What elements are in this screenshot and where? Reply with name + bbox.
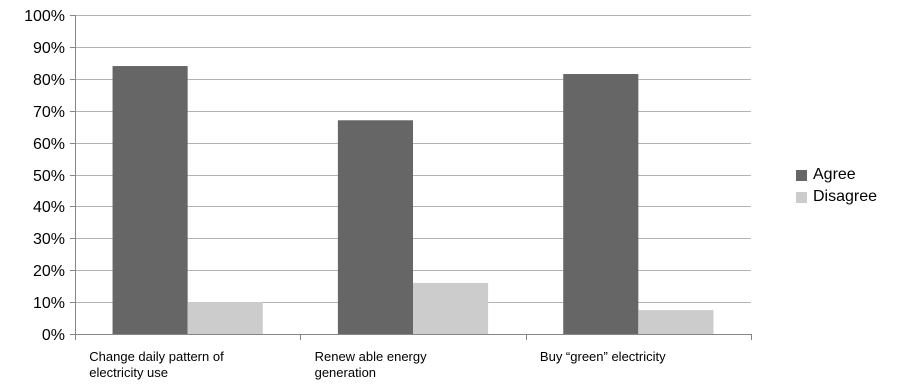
legend-swatch-disagree	[796, 191, 807, 203]
x-category-label: Change daily pattern of	[89, 349, 224, 364]
y-tick-label: 50%	[33, 168, 65, 185]
legend-item-disagree: Disagree	[796, 186, 877, 208]
x-category-label: generation	[315, 365, 376, 380]
legend-label-disagree: Disagree	[813, 188, 878, 205]
legend-swatch-agree	[796, 169, 807, 181]
y-tick-label: 0%	[42, 327, 65, 344]
y-axis-ticks: 0% 10% 20% 30% 40% 50% 60% 70% 80% 90% 100%	[24, 8, 65, 344]
y-tick-label: 100%	[24, 8, 65, 25]
bar-agree-1	[337, 120, 413, 335]
y-tick-label: 90%	[33, 40, 65, 57]
bar-disagree-0	[187, 302, 263, 334]
y-tick-label: 20%	[33, 263, 65, 280]
legend-item-agree: Agree	[796, 164, 877, 186]
y-tick-label: 40%	[33, 199, 65, 216]
bar-agree-0	[112, 66, 188, 334]
y-tick-label: 70%	[33, 104, 65, 121]
y-tick-label: 30%	[33, 231, 65, 248]
legend-label-agree: Agree	[813, 166, 856, 183]
bar-disagree-1	[413, 282, 489, 334]
y-tick-label: 60%	[33, 136, 65, 153]
y-tick-label: 10%	[33, 295, 65, 312]
axes	[70, 15, 752, 340]
bar-agree-2	[563, 74, 639, 334]
bar-disagree-2	[638, 310, 714, 334]
x-category-label: Renew able energy	[315, 349, 428, 364]
x-category-label: Buy “green” electricity	[540, 349, 666, 364]
bars	[112, 66, 714, 335]
x-category-label: electricity use	[89, 365, 168, 380]
legend: Agree Disagree	[796, 164, 877, 208]
y-tick-label: 80%	[33, 72, 65, 89]
